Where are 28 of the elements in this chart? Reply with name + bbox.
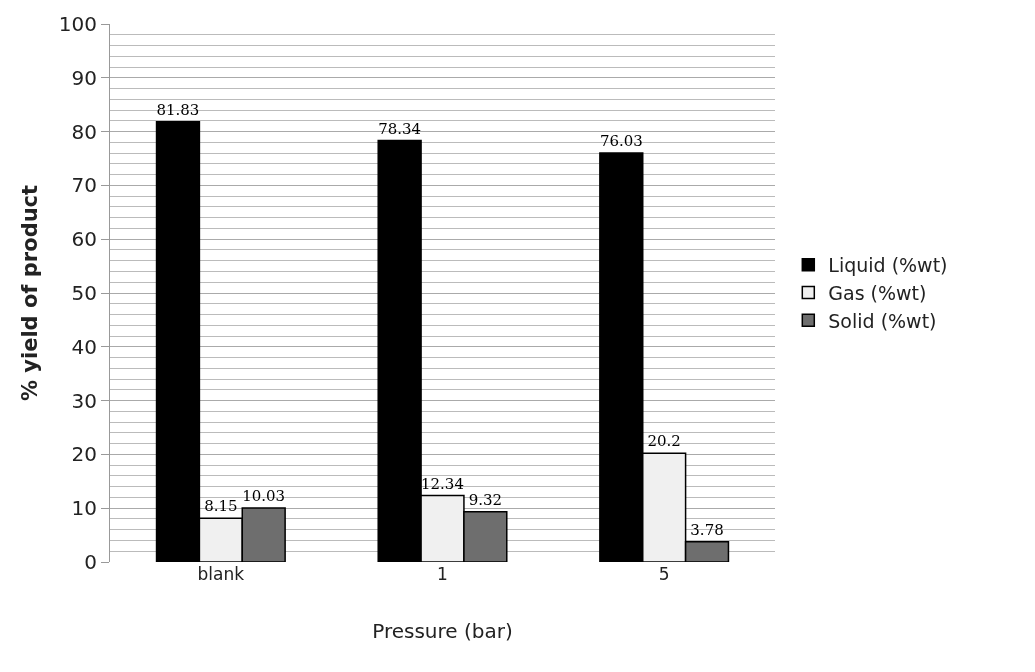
- legend-label: Gas (%wt): [828, 281, 927, 304]
- y-tick-label: 70: [71, 173, 97, 198]
- data-label: 12.34: [421, 474, 464, 493]
- x-tick-label: 5: [658, 564, 670, 584]
- data-label: 78.34: [378, 119, 422, 138]
- y-tick-label: 90: [71, 65, 97, 90]
- y-axis-title: % yield of product: [17, 184, 42, 402]
- data-label: 8.15: [204, 497, 238, 516]
- y-tick-label: 20: [71, 442, 97, 467]
- y-tick-label: 60: [71, 227, 97, 252]
- y-tick-label: 30: [71, 388, 97, 413]
- data-label: 10.03: [242, 487, 286, 506]
- y-tick-label: 50: [71, 281, 97, 305]
- y-tick-label: 80: [71, 119, 97, 144]
- y-tick-label: 100: [58, 12, 97, 36]
- y-tick-label: 40: [71, 334, 97, 359]
- y-tick-label: 0: [84, 550, 97, 574]
- data-label: 20.2: [647, 432, 681, 451]
- legend-label: Solid (%wt): [828, 309, 937, 332]
- x-tick-label: blank: [197, 564, 245, 584]
- legend-label: Liquid (%wt): [828, 254, 948, 277]
- data-label: 9.32: [468, 490, 503, 509]
- x-tick-label: 1: [437, 564, 448, 584]
- data-label: 81.83: [156, 100, 200, 119]
- y-tick-label: 10: [71, 496, 97, 521]
- x-axis-title: Pressure (bar): [372, 618, 513, 643]
- data-label: 76.03: [599, 131, 643, 150]
- data-label: 3.78: [690, 520, 724, 539]
